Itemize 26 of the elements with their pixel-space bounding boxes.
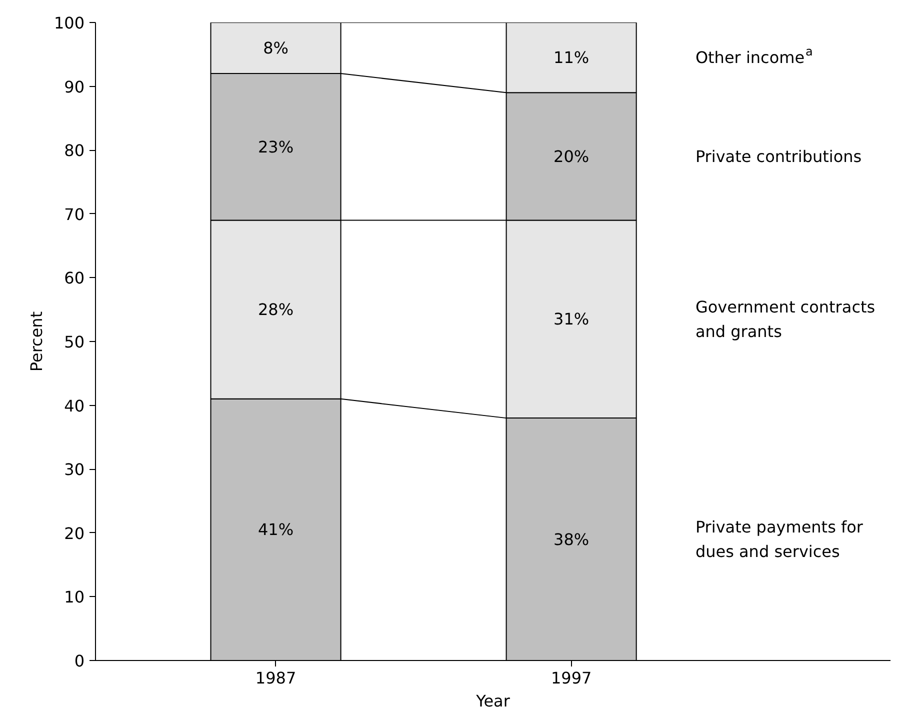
y-tick-label: 60 [64,268,84,288]
data-label: 8% [263,38,288,58]
data-label: 41% [258,520,294,540]
y-tick-label: 80 [64,141,84,160]
data-label: 38% [554,530,590,549]
y-tick-label: 90 [64,77,84,96]
data-label: 23% [258,137,294,156]
data-label: 31% [554,310,590,329]
text: Private contributions [695,146,862,166]
y-tick-label: 0 [74,652,85,670]
data-label: 20% [554,146,590,166]
y-tick-label: 50 [64,332,84,352]
y-tick-label: 20 [64,524,84,543]
y-tick-label: 40 [64,396,84,416]
y-tick-label: 100 [54,14,85,32]
x-axis-title: Year [475,692,510,710]
y-axis-title: Percent [26,311,46,372]
text: Government contracts and grants [695,297,876,342]
y-tick-label: 70 [64,204,84,224]
y-tick-label: 30 [64,460,84,480]
x-tick-label: 1997 [550,668,592,688]
y-tick-label: 10 [64,588,84,607]
data-label: 28% [258,300,294,320]
data-label: 11% [554,48,590,68]
text: Private payments for dues and services [695,517,864,562]
x-tick-label: 1987 [255,668,296,688]
